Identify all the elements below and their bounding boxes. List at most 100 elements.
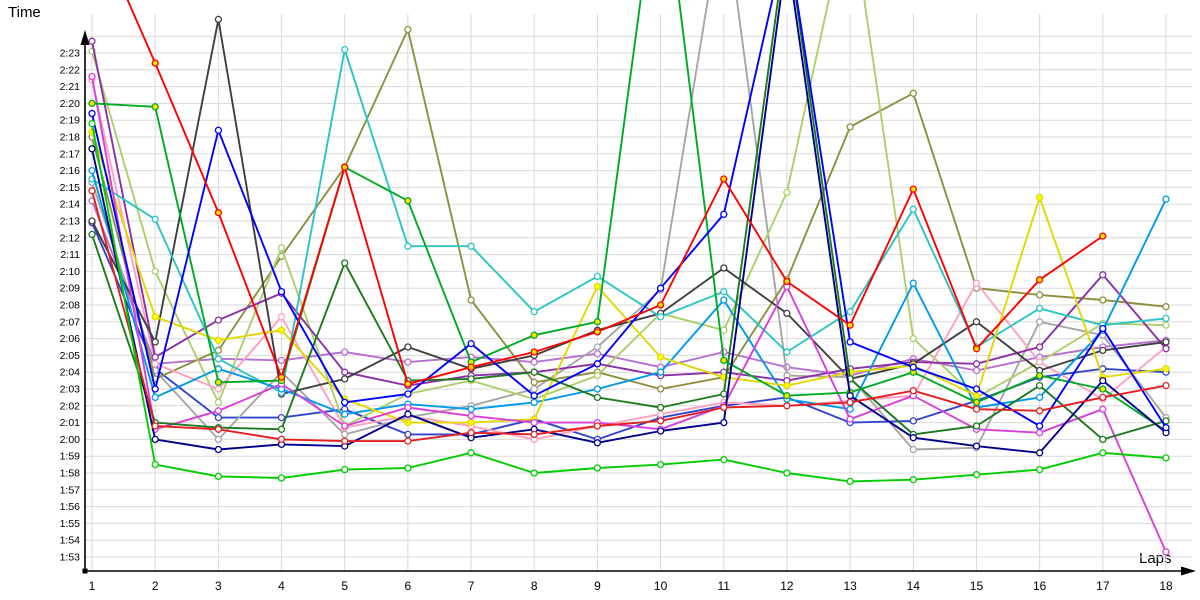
data-point [593,343,602,351]
data-point [846,338,854,346]
x-tick-labels: 1 2 3 4 5 6 7 8 9 10 11 12 13 14 15 16 17 18 [89,579,1173,593]
data-point [404,403,412,412]
data-point [846,392,854,400]
series-line-blue3 [91,221,1167,441]
data-point [593,422,602,430]
data-point [88,99,96,108]
data-point [467,412,475,420]
data-point [1162,381,1170,390]
data-point [214,425,223,433]
data-point [783,309,791,318]
y-tick-label: 2:16 [60,165,81,177]
data-point [214,435,223,444]
series-group [88,0,1170,556]
axis-origin-marker [82,568,88,574]
series-blue3 [88,219,1170,444]
x-tick-label: 4 [278,579,285,593]
data-point [593,393,602,402]
data-point [530,398,538,407]
y-tick-label: 1:53 [60,552,81,564]
data-point [151,353,159,361]
x-tick-label: 8 [531,579,538,593]
series-black [88,15,1170,398]
y-tick-label: 2:21 [60,81,81,93]
data-point [341,410,349,418]
y-tick-label: 2:23 [60,48,81,60]
y-tick-label: 2:12 [60,232,81,244]
data-point [1162,454,1170,462]
data-point [1162,423,1170,432]
series-line-green2 [91,0,1167,432]
data-point [909,279,917,287]
data-point [404,430,412,439]
data-point [467,375,475,383]
data-point [151,422,159,430]
x-tick-label: 6 [405,579,412,593]
data-point [404,343,412,351]
data-point [1035,407,1044,415]
data-point [909,205,917,213]
data-point [341,368,349,376]
y-tick-label: 2:02 [60,400,81,412]
y-tick-label: 2:14 [60,199,81,211]
data-point [530,469,538,477]
x-tick-label: 14 [907,579,921,593]
data-point [972,360,981,368]
y-tick-label: 1:57 [60,484,81,496]
data-point [846,477,854,486]
data-point [404,410,412,418]
data-point [972,442,981,450]
series-line-black [91,18,1167,395]
data-point [1162,345,1170,353]
data-point [404,390,412,398]
data-point [214,398,223,407]
data-point [214,208,223,217]
data-point [1162,548,1170,556]
y-tick-label: 1:56 [60,501,81,513]
data-point [341,348,349,356]
data-point [720,296,728,304]
data-point [404,242,412,250]
data-point [151,435,159,444]
data-point [88,109,96,118]
data-point [277,413,286,422]
y-axis-title: Time [8,4,41,21]
y-tick-label: 2:07 [60,316,81,328]
y-tick-label: 1:54 [60,535,81,547]
data-point [720,418,728,427]
series-line-yellowgreen [91,0,1167,427]
y-tick-label: 2:05 [60,350,81,362]
x-tick-label: 18 [1159,579,1173,593]
data-point [720,326,728,334]
series-line-magenta [91,75,1167,553]
data-point [846,398,854,407]
data-point [341,437,349,445]
y-tick-label: 2:17 [60,148,81,160]
data-point [341,163,349,171]
data-point [1035,371,1044,380]
data-point [467,339,475,348]
data-point [1035,291,1044,299]
data-point [783,469,791,477]
data-point [530,430,538,439]
data-point [341,422,349,430]
data-point [909,334,917,343]
data-point [341,430,349,439]
x-tick-label: 16 [1033,579,1047,593]
data-point [88,72,96,81]
data-point [720,210,728,218]
data-point [151,267,159,276]
series-red2 [88,187,1170,445]
data-point [1035,318,1044,326]
data-point [404,358,412,366]
data-point [404,197,412,205]
data-point [467,418,475,427]
data-point [214,385,223,393]
data-point [656,313,665,321]
data-point [530,418,538,427]
data-point [277,244,286,252]
data-point [404,464,412,472]
data-point [656,353,665,361]
data-point [88,119,96,128]
